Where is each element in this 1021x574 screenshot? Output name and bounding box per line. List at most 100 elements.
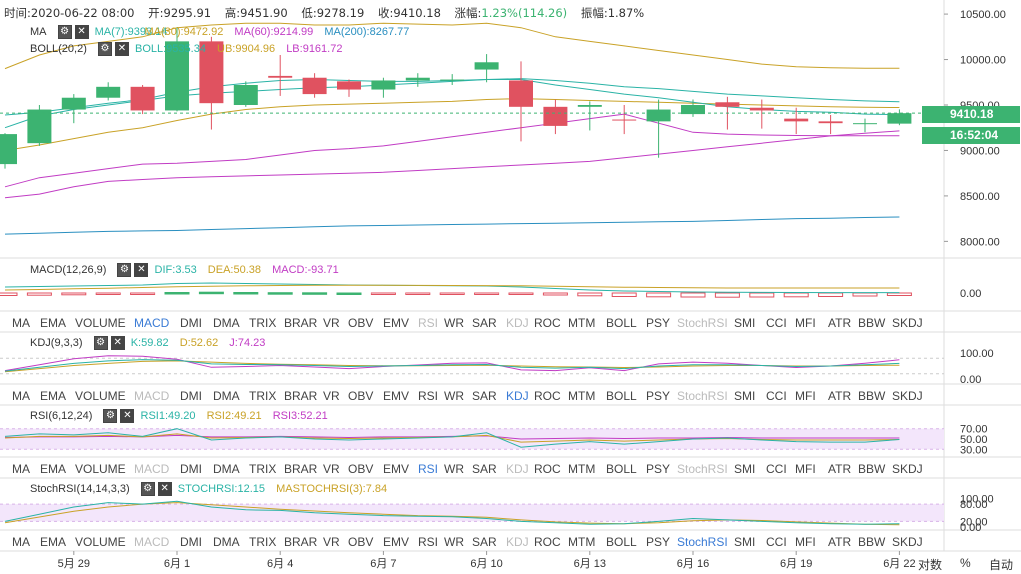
tab-kdj[interactable]: KDJ	[506, 316, 529, 330]
tab-rsi[interactable]: RSI	[418, 535, 439, 549]
tab-vr[interactable]: VR	[323, 389, 340, 403]
tab-stochrsi[interactable]: StochRSI	[677, 316, 728, 330]
tab-mfi[interactable]: MFI	[795, 389, 816, 403]
tab-vr[interactable]: VR	[323, 316, 340, 330]
percent-toggle[interactable]: %	[960, 556, 971, 570]
tab-rsi[interactable]: RSI	[418, 316, 439, 330]
tab-ema[interactable]: EMA	[40, 316, 67, 330]
tab-obv[interactable]: OBV	[348, 316, 374, 330]
tab-roc[interactable]: ROC	[534, 316, 561, 330]
tab-dmi[interactable]: DMI	[180, 389, 202, 403]
tab-ma[interactable]: MA	[12, 462, 30, 476]
tab-cci[interactable]: CCI	[766, 389, 787, 403]
tab-mfi[interactable]: MFI	[795, 462, 816, 476]
tab-wr[interactable]: WR	[444, 535, 464, 549]
auto-scale-toggle[interactable]: 自动	[989, 558, 1014, 572]
rsi-settings-icon[interactable]: ⚙	[103, 409, 118, 423]
tab-ma[interactable]: MA	[12, 535, 30, 549]
tab-brar[interactable]: BRAR	[284, 316, 318, 330]
tab-skdj[interactable]: SKDJ	[892, 535, 923, 549]
tab-ema[interactable]: EMA	[40, 462, 67, 476]
tab-ema[interactable]: EMA	[40, 535, 67, 549]
tab-rsi[interactable]: RSI	[418, 462, 439, 476]
tab-boll[interactable]: BOLL	[606, 389, 637, 403]
tab-ema[interactable]: EMA	[40, 389, 67, 403]
tab-trix[interactable]: TRIX	[249, 462, 277, 476]
tab-bbw[interactable]: BBW	[858, 389, 886, 403]
tab-sar[interactable]: SAR	[472, 316, 497, 330]
tab-dma[interactable]: DMA	[213, 462, 240, 476]
tab-emv[interactable]: EMV	[383, 535, 410, 549]
tab-vr[interactable]: VR	[323, 462, 340, 476]
tab-vr[interactable]: VR	[323, 535, 340, 549]
tab-mfi[interactable]: MFI	[795, 316, 816, 330]
tab-dma[interactable]: DMA	[213, 389, 240, 403]
tab-emv[interactable]: EMV	[383, 462, 410, 476]
kdj-close-icon[interactable]: ✕	[110, 336, 125, 350]
tab-roc[interactable]: ROC	[534, 389, 561, 403]
tab-skdj[interactable]: SKDJ	[892, 389, 923, 403]
tab-bbw[interactable]: BBW	[858, 535, 886, 549]
macd-close-icon[interactable]: ✕	[134, 263, 149, 277]
tab-macd[interactable]: MACD	[134, 316, 170, 330]
tab-dma[interactable]: DMA	[213, 316, 240, 330]
boll-settings-icon[interactable]: ⚙	[97, 42, 112, 56]
tab-dmi[interactable]: DMI	[180, 535, 202, 549]
tab-atr[interactable]: ATR	[828, 462, 852, 476]
tab-mtm[interactable]: MTM	[568, 535, 596, 549]
tab-smi[interactable]: SMI	[734, 389, 756, 403]
tab-boll[interactable]: BOLL	[606, 316, 637, 330]
tab-macd[interactable]: MACD	[134, 535, 170, 549]
tab-obv[interactable]: OBV	[348, 462, 374, 476]
tab-macd[interactable]: MACD	[134, 462, 170, 476]
tab-emv[interactable]: EMV	[383, 389, 410, 403]
boll-close-icon[interactable]: ✕	[114, 42, 129, 56]
tab-mtm[interactable]: MTM	[568, 389, 596, 403]
tab-ma[interactable]: MA	[12, 316, 30, 330]
tab-brar[interactable]: BRAR	[284, 462, 318, 476]
stochrsi-settings-icon[interactable]: ⚙	[140, 482, 155, 496]
tab-bbw[interactable]: BBW	[858, 316, 886, 330]
log-scale-toggle[interactable]: 对数	[918, 558, 943, 572]
tab-trix[interactable]: TRIX	[249, 389, 277, 403]
tab-atr[interactable]: ATR	[828, 389, 852, 403]
ma-settings-icon[interactable]: ⚙	[57, 25, 72, 39]
tab-smi[interactable]: SMI	[734, 462, 756, 476]
tab-stochrsi[interactable]: StochRSI	[677, 535, 728, 549]
tab-dmi[interactable]: DMI	[180, 462, 202, 476]
tab-trix[interactable]: TRIX	[249, 535, 277, 549]
tab-volume[interactable]: VOLUME	[75, 316, 126, 330]
tab-bbw[interactable]: BBW	[858, 462, 886, 476]
tab-smi[interactable]: SMI	[734, 316, 756, 330]
tab-stochrsi[interactable]: StochRSI	[677, 462, 728, 476]
rsi-close-icon[interactable]: ✕	[120, 409, 135, 423]
stochrsi-close-icon[interactable]: ✕	[157, 482, 172, 496]
macd-settings-icon[interactable]: ⚙	[117, 263, 132, 277]
tab-mtm[interactable]: MTM	[568, 316, 596, 330]
tab-wr[interactable]: WR	[444, 389, 464, 403]
tab-skdj[interactable]: SKDJ	[892, 316, 923, 330]
tab-kdj[interactable]: KDJ	[506, 462, 529, 476]
tab-rsi[interactable]: RSI	[418, 389, 439, 403]
tab-emv[interactable]: EMV	[383, 316, 410, 330]
tab-sar[interactable]: SAR	[472, 462, 497, 476]
tab-roc[interactable]: ROC	[534, 535, 561, 549]
tab-smi[interactable]: SMI	[734, 535, 756, 549]
tab-kdj[interactable]: KDJ	[506, 535, 529, 549]
tab-obv[interactable]: OBV	[348, 389, 374, 403]
tab-wr[interactable]: WR	[444, 316, 464, 330]
tab-cci[interactable]: CCI	[766, 535, 787, 549]
tab-atr[interactable]: ATR	[828, 535, 852, 549]
tab-skdj[interactable]: SKDJ	[892, 462, 923, 476]
tab-sar[interactable]: SAR	[472, 535, 497, 549]
kdj-settings-icon[interactable]: ⚙	[93, 336, 108, 350]
tab-wr[interactable]: WR	[444, 462, 464, 476]
tab-kdj[interactable]: KDJ	[506, 389, 529, 403]
tab-trix[interactable]: TRIX	[249, 316, 277, 330]
tab-volume[interactable]: VOLUME	[75, 535, 126, 549]
tab-obv[interactable]: OBV	[348, 535, 374, 549]
tab-ma[interactable]: MA	[12, 389, 30, 403]
tab-dma[interactable]: DMA	[213, 535, 240, 549]
tab-mfi[interactable]: MFI	[795, 535, 816, 549]
